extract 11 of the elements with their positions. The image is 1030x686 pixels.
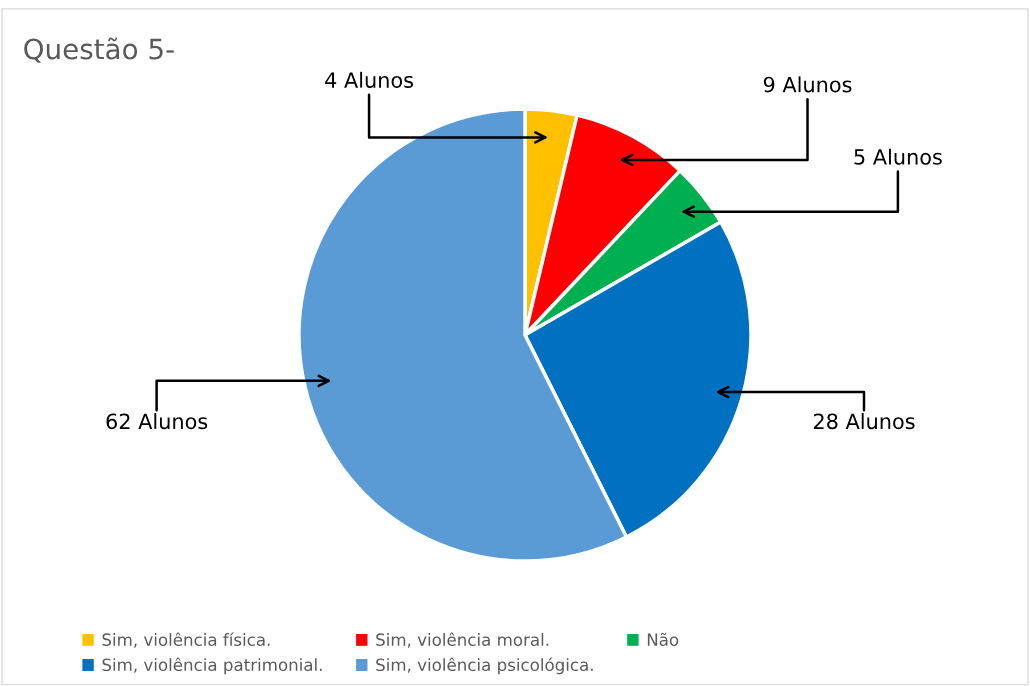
legend-label: Sim, violência física. xyxy=(102,632,270,648)
chart-title: Questão 5- xyxy=(24,37,174,63)
data-label: 5 Alunos xyxy=(854,148,942,165)
data-label: 62 Alunos xyxy=(106,413,208,430)
data-label: 9 Alunos xyxy=(763,76,852,93)
legend-label: Sim, violência psicológica. xyxy=(376,657,593,675)
data-label: 28 Alunos xyxy=(813,413,915,430)
legend-label: Sim, violência patrimonial. xyxy=(102,657,322,675)
legend-label: Não xyxy=(647,632,679,646)
data-label: 4 Alunos xyxy=(325,71,414,88)
legend-label: Sim, violência moral. xyxy=(376,632,549,648)
